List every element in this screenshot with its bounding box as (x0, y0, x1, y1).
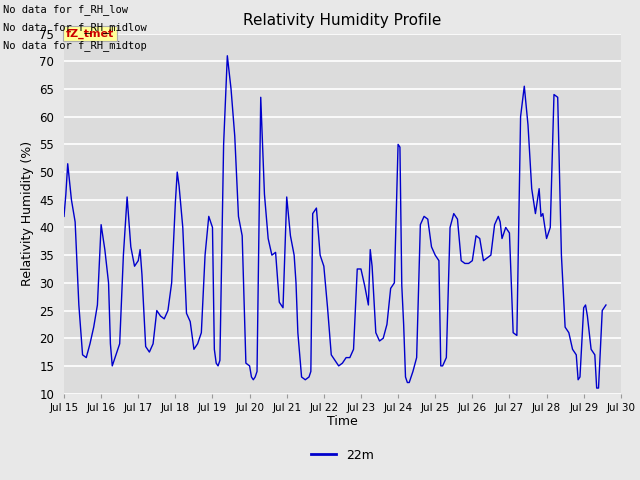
Text: No data for f_RH_midlow: No data for f_RH_midlow (3, 22, 147, 33)
Y-axis label: Relativity Humidity (%): Relativity Humidity (%) (21, 141, 34, 286)
Text: fZ_tmet: fZ_tmet (66, 28, 114, 38)
Legend: 22m: 22m (306, 444, 379, 467)
X-axis label: Time: Time (327, 415, 358, 429)
Title: Relativity Humidity Profile: Relativity Humidity Profile (243, 13, 442, 28)
Text: No data for f_RH_midtop: No data for f_RH_midtop (3, 40, 147, 51)
Text: No data for f_RH_low: No data for f_RH_low (3, 4, 128, 15)
